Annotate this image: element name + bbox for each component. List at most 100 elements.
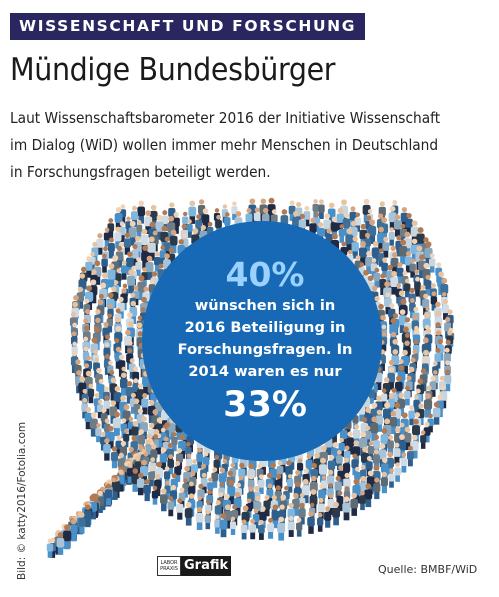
crowd-person bbox=[388, 468, 395, 488]
crowd-person bbox=[380, 471, 388, 494]
crowd-person bbox=[107, 425, 115, 449]
crowd-person bbox=[263, 494, 271, 517]
crowd-person bbox=[147, 236, 156, 261]
crowd-person bbox=[382, 236, 390, 258]
crowd-person bbox=[184, 502, 193, 526]
crowd-person bbox=[202, 451, 210, 472]
crowd-person bbox=[424, 274, 432, 296]
crowd-person bbox=[253, 495, 262, 519]
crowd-person bbox=[62, 524, 72, 550]
crowd-person bbox=[432, 401, 441, 425]
crowd-person bbox=[422, 293, 430, 315]
crowd-person bbox=[400, 452, 408, 473]
crowd-person bbox=[127, 269, 136, 294]
crowd-person bbox=[195, 214, 203, 235]
image-credit: Bild: © katty2016/Fotolia.com bbox=[16, 421, 28, 580]
crowd-person bbox=[305, 454, 313, 475]
crowd-person bbox=[196, 447, 204, 469]
crowd-person bbox=[350, 492, 359, 516]
crowd-person bbox=[303, 205, 311, 227]
crowd-person bbox=[231, 504, 239, 526]
crowd-person bbox=[137, 200, 146, 224]
crowd-person bbox=[238, 462, 246, 485]
crowd-person bbox=[103, 227, 111, 247]
crowd-person bbox=[440, 277, 449, 302]
crowd-person bbox=[131, 243, 139, 266]
crowd-person bbox=[113, 386, 122, 410]
crowd-person bbox=[323, 213, 332, 237]
crowd-person bbox=[126, 462, 134, 484]
crowd-person bbox=[393, 442, 401, 464]
crowd-person bbox=[229, 516, 237, 535]
logo-small-mark: LABOR PRAXIS bbox=[157, 556, 181, 576]
crowd-person bbox=[240, 519, 248, 540]
crowd-person bbox=[110, 446, 119, 469]
logo-label: Grafik bbox=[181, 556, 232, 576]
crowd-person bbox=[267, 517, 275, 539]
crowd-person bbox=[378, 443, 387, 467]
crowd-person bbox=[404, 385, 411, 406]
crowd-person bbox=[430, 291, 438, 311]
circle-line: wünschen sich in bbox=[194, 297, 336, 314]
crowd-person bbox=[346, 431, 354, 455]
crowd-person bbox=[188, 200, 197, 224]
source-note: Quelle: BMBF/WiD bbox=[378, 563, 478, 576]
crowd-person bbox=[84, 504, 92, 528]
crowd-person bbox=[101, 253, 108, 273]
crowd-person bbox=[211, 467, 219, 488]
circle-line: Forschungsfragen. In bbox=[177, 341, 353, 358]
crowd-person bbox=[389, 410, 398, 435]
crowd-person bbox=[301, 478, 310, 504]
crowd-person bbox=[169, 229, 178, 254]
crowd-person bbox=[373, 477, 381, 500]
crowd-person bbox=[204, 510, 211, 530]
crowd-person bbox=[324, 506, 332, 528]
crowd-person bbox=[277, 516, 286, 541]
crowd-person bbox=[342, 496, 351, 521]
crowd-person bbox=[427, 413, 434, 433]
crowd-person bbox=[307, 511, 315, 534]
crowd-person bbox=[365, 250, 373, 274]
crowd-person bbox=[143, 479, 151, 502]
crowd-person bbox=[343, 486, 351, 506]
crowd-person bbox=[171, 432, 178, 452]
crowd-person bbox=[379, 273, 387, 295]
crowd-person bbox=[122, 404, 131, 429]
crowd-person bbox=[434, 347, 442, 369]
crowd-person bbox=[400, 349, 410, 374]
crowd-person bbox=[136, 472, 145, 496]
crowd-person bbox=[420, 430, 427, 449]
crowd-person bbox=[332, 501, 341, 526]
crowd-person bbox=[423, 421, 431, 443]
crowd-person bbox=[259, 506, 267, 528]
crowd-person bbox=[317, 512, 324, 532]
crowd-person bbox=[76, 286, 85, 309]
crowd-person bbox=[114, 206, 123, 231]
crowd-person bbox=[195, 506, 204, 530]
crowd-person bbox=[174, 461, 182, 482]
crowd-person bbox=[390, 252, 399, 275]
crowd-person bbox=[414, 276, 421, 297]
crowd-person bbox=[298, 502, 306, 525]
intro-line: in Forschungsfragen beteiligt werden. bbox=[10, 163, 271, 181]
crowd-person bbox=[409, 258, 416, 278]
crowd-person bbox=[358, 241, 368, 266]
crowd-person bbox=[112, 411, 122, 437]
crowd-person bbox=[388, 206, 397, 230]
crowd-person bbox=[292, 492, 300, 516]
crowd-person bbox=[367, 441, 375, 461]
crowd-person bbox=[128, 220, 137, 246]
crowd-person bbox=[296, 517, 303, 537]
circle-text: 40% wünschen sich in 2016 Beteiligung in… bbox=[150, 255, 380, 427]
crowd-person bbox=[103, 395, 111, 416]
crowd-person bbox=[271, 504, 280, 529]
crowd-person bbox=[338, 224, 345, 243]
crowd-person bbox=[359, 431, 368, 457]
crowd-person bbox=[404, 251, 413, 273]
topic-banner: WISSENSCHAFT UND FORSCHUNG bbox=[10, 13, 366, 40]
crowd-person bbox=[403, 231, 412, 257]
crowd-person bbox=[327, 493, 335, 515]
crowd-person bbox=[135, 257, 142, 276]
crowd-person bbox=[389, 317, 398, 343]
crowd-person bbox=[176, 498, 184, 520]
